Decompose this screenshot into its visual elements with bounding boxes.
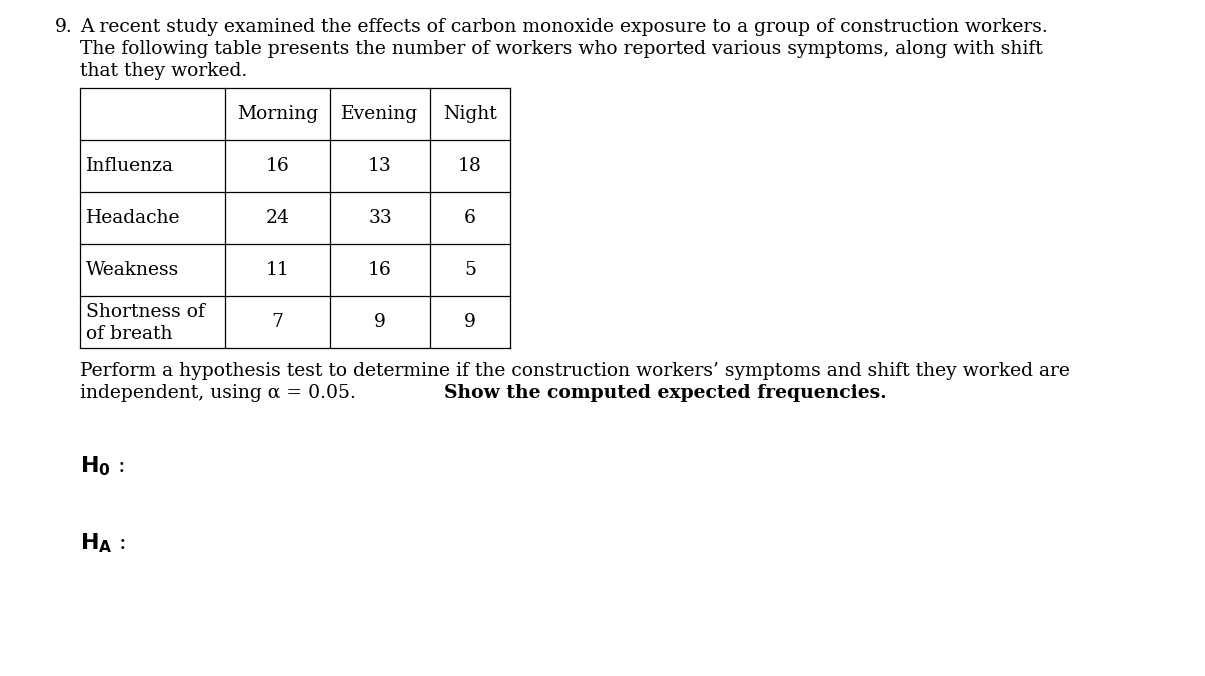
Text: Influenza: Influenza [86,157,174,175]
Text: Headache: Headache [86,209,181,227]
Text: that they worked.: that they worked. [80,62,247,80]
Text: Night: Night [443,105,496,123]
Text: Shortness of: Shortness of [86,303,205,321]
Text: 11: 11 [265,261,289,279]
Text: independent, using α = 0.05.: independent, using α = 0.05. [80,384,362,402]
Text: 9: 9 [374,313,386,331]
Text: 6: 6 [464,209,476,227]
Text: of breath: of breath [86,325,172,343]
Text: 9.: 9. [55,18,72,36]
Text: 16: 16 [265,157,289,175]
Text: 5: 5 [464,261,476,279]
Text: 13: 13 [368,157,392,175]
Text: 24: 24 [265,209,289,227]
Text: Evening: Evening [341,105,418,123]
Text: 7: 7 [271,313,283,331]
Text: Morning: Morning [237,105,318,123]
Text: The following table presents the number of workers who reported various symptoms: The following table presents the number … [80,40,1042,58]
Text: Perform a hypothesis test to determine if the construction workers’ symptoms and: Perform a hypothesis test to determine i… [80,362,1070,380]
Text: 16: 16 [368,261,392,279]
Text: Show the computed expected frequencies.: Show the computed expected frequencies. [443,384,887,402]
Text: 33: 33 [368,209,392,227]
Text: Weakness: Weakness [86,261,180,279]
Text: $\mathbf{H_A}$ :: $\mathbf{H_A}$ : [80,531,125,555]
Text: $\mathbf{H_0}$ :: $\mathbf{H_0}$ : [80,454,124,478]
Text: A recent study examined the effects of carbon monoxide exposure to a group of co: A recent study examined the effects of c… [80,18,1048,36]
Text: 9: 9 [464,313,476,331]
Text: 18: 18 [458,157,482,175]
